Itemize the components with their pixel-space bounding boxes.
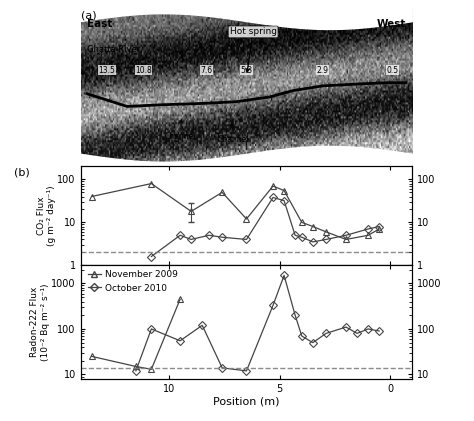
Text: (b): (b) bbox=[14, 168, 30, 178]
Text: 10.8: 10.8 bbox=[135, 66, 152, 75]
Text: Ghatta River: Ghatta River bbox=[87, 45, 140, 54]
Text: East: East bbox=[87, 19, 113, 29]
Text: 0.5: 0.5 bbox=[386, 66, 399, 75]
Text: 7.6: 7.6 bbox=[201, 66, 213, 75]
Text: 13.5: 13.5 bbox=[99, 66, 116, 75]
Text: (a): (a) bbox=[81, 10, 96, 20]
Text: 5.3: 5.3 bbox=[240, 66, 253, 75]
Text: Hot spring: Hot spring bbox=[229, 27, 277, 72]
Y-axis label: CO₂ Flux
(g m⁻² day⁻¹): CO₂ Flux (g m⁻² day⁻¹) bbox=[36, 186, 56, 246]
Text: West: West bbox=[376, 19, 406, 29]
Text: Channel: Channel bbox=[164, 120, 196, 141]
Legend: November 2009, October 2010: November 2009, October 2010 bbox=[84, 266, 181, 296]
Text: Channel: Channel bbox=[218, 123, 249, 144]
Y-axis label: Radon-222 Flux
(10⁻² Bq m⁻² s⁻¹): Radon-222 Flux (10⁻² Bq m⁻² s⁻¹) bbox=[30, 283, 50, 361]
Text: 2.9: 2.9 bbox=[317, 66, 329, 75]
X-axis label: Position (m): Position (m) bbox=[213, 397, 280, 407]
